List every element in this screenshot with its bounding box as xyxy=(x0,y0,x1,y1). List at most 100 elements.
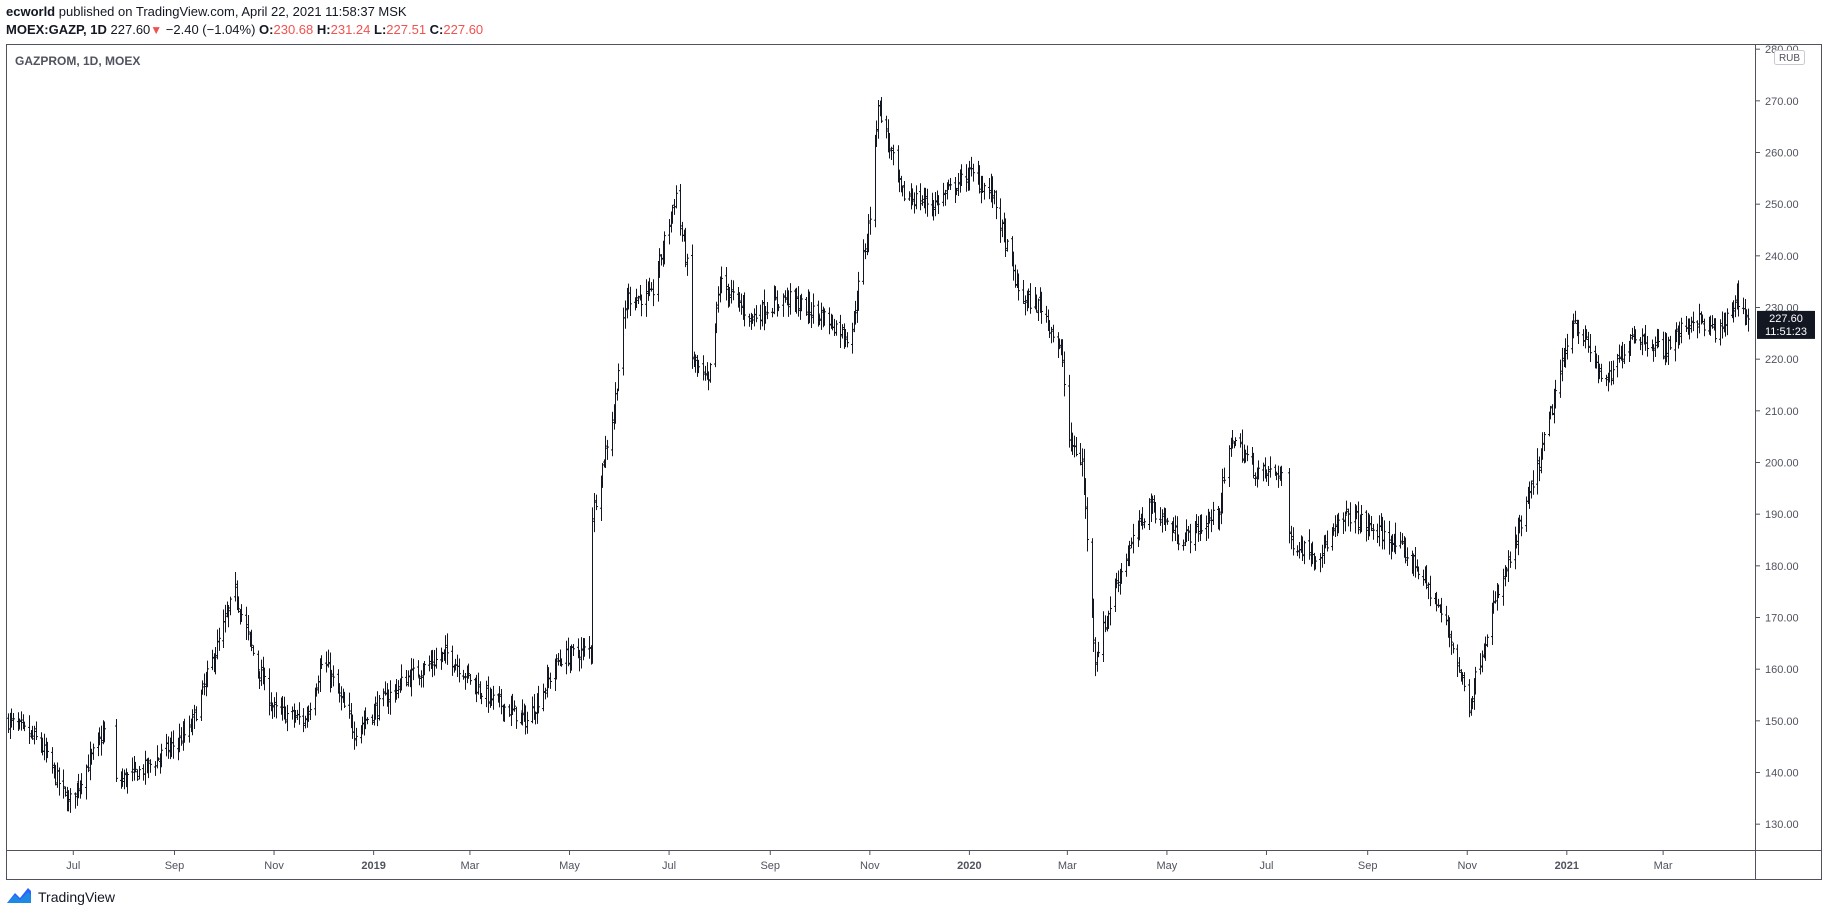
ohlc-bar xyxy=(420,670,423,688)
ohlc-bar xyxy=(320,655,323,669)
x-tick-label: May xyxy=(1157,860,1178,872)
ohlc-bar xyxy=(1530,480,1533,499)
ohlc-bar xyxy=(1701,314,1704,324)
ohlc-bar xyxy=(593,493,596,533)
ohlc-bar xyxy=(1130,537,1133,549)
last-price-label: 227.60 xyxy=(1769,313,1803,325)
ohlc-bar xyxy=(1017,273,1020,301)
y-tick-label: 140.00 xyxy=(1765,768,1799,780)
ohlc-bar xyxy=(193,704,196,730)
ohlc-bar xyxy=(1063,351,1066,397)
ohlc-bar xyxy=(1518,514,1521,534)
ohlc-bar xyxy=(1174,515,1177,542)
ohlc-bar xyxy=(1737,280,1740,317)
ohlc-bar xyxy=(1115,572,1118,589)
author-name[interactable]: ecworld xyxy=(6,4,56,19)
ohlc-bar xyxy=(1623,344,1626,365)
y-tick-label: 220.00 xyxy=(1765,354,1799,366)
ohlc-bar xyxy=(810,302,813,329)
ohlc-bar xyxy=(820,302,823,330)
ohlc-bar xyxy=(1543,431,1546,452)
price-axis: 130.00 140.00 150.00 160.00 170.00 180.00 190.… xyxy=(1755,44,1799,831)
ohlc-bar xyxy=(1494,591,1497,604)
currency-badge[interactable]: RUB xyxy=(1774,50,1805,65)
ohlc-bar xyxy=(988,178,991,200)
ohlc-bar xyxy=(1639,337,1642,351)
ohlc-bar xyxy=(77,773,80,799)
ohlc-bar xyxy=(759,304,762,330)
ohlc-bar xyxy=(183,718,186,743)
ohlc-bar xyxy=(578,649,581,672)
ohlc-bar xyxy=(1605,374,1608,387)
ohlc-bar xyxy=(1159,507,1162,526)
ohlc-bar xyxy=(258,671,261,689)
ohlc-bar xyxy=(1288,468,1291,544)
ohlc-bar xyxy=(85,764,88,800)
ohlc-bar xyxy=(1006,239,1009,252)
ohlc-bar xyxy=(583,638,586,657)
ohlc-bar xyxy=(875,120,878,147)
ohlc-bar xyxy=(595,494,598,511)
ohlc-bar xyxy=(54,764,57,786)
ohlc-bar xyxy=(1254,472,1257,486)
ohlc-bar xyxy=(725,266,728,301)
ohlc-bar xyxy=(1357,501,1360,535)
ohlc-bar xyxy=(1014,264,1017,288)
ohlc-bar xyxy=(136,769,139,781)
ohlc-bar xyxy=(1667,336,1670,366)
ohlc-bar xyxy=(1241,429,1244,463)
x-tick-label: Mar xyxy=(1058,860,1077,872)
ohlc-bar xyxy=(454,658,457,671)
ohlc-bar xyxy=(580,637,583,669)
ohlc-bar xyxy=(201,680,204,695)
ohlc-bar xyxy=(1532,470,1535,495)
ohlc-bar xyxy=(1688,318,1691,340)
ohlc-bar xyxy=(503,703,506,722)
ohlc-bar xyxy=(947,179,950,190)
ohlc-bar xyxy=(720,266,723,294)
y-tick-label: 210.00 xyxy=(1765,406,1799,418)
ohlc-bar xyxy=(1696,320,1699,339)
ohlc-bar xyxy=(862,239,865,285)
ohlc-bar xyxy=(98,727,101,746)
ohlc-bar xyxy=(1177,534,1180,551)
y-tick-label: 250.00 xyxy=(1765,199,1799,211)
ohlc-bar xyxy=(1303,540,1306,565)
brand-name: TradingView xyxy=(38,888,116,905)
footer-brand[interactable]: TradingView xyxy=(6,886,115,907)
y-tick-label: 160.00 xyxy=(1765,664,1799,676)
ohlc-bar xyxy=(797,286,800,317)
ohlc-bar xyxy=(1081,448,1084,477)
ohlc-bar xyxy=(1117,570,1120,593)
x-tick-label: Nov xyxy=(1457,860,1477,872)
ohlc-bar xyxy=(298,702,301,725)
ohlc-bar xyxy=(431,649,434,678)
ohlc-bar xyxy=(1277,465,1280,488)
ohlc-bar xyxy=(1097,641,1100,657)
ohlc-bar xyxy=(805,297,808,316)
ohlc-bar xyxy=(755,305,758,323)
ohlc-bar xyxy=(1200,514,1203,534)
ohlc-bar xyxy=(617,363,620,392)
ohlc-bar xyxy=(1726,308,1729,336)
ohlc-bar xyxy=(1071,432,1074,455)
ohlc-bar xyxy=(222,609,225,649)
ohlc-bar xyxy=(332,665,335,687)
ohlc-bar xyxy=(1132,523,1135,554)
ohlc-bar xyxy=(965,164,968,192)
chart-title: GAZPROM, 1D, MOEX xyxy=(15,54,140,68)
ohlc-bar xyxy=(839,314,842,348)
y-tick-label: 180.00 xyxy=(1765,561,1799,573)
ohlc-bar xyxy=(1164,508,1167,531)
ohlc-bar xyxy=(464,672,467,690)
ohlc-bar xyxy=(846,332,849,348)
ohlc-bar xyxy=(787,290,790,317)
ohlc-bar xyxy=(317,675,320,694)
ohlc-bar xyxy=(1050,326,1053,344)
ohlc-bar xyxy=(1109,596,1112,626)
x-tick-label: Mar xyxy=(1654,860,1673,872)
ohlc-bar xyxy=(167,736,170,759)
ohlc-bar xyxy=(80,773,83,795)
ohlc-bar xyxy=(1582,329,1585,347)
